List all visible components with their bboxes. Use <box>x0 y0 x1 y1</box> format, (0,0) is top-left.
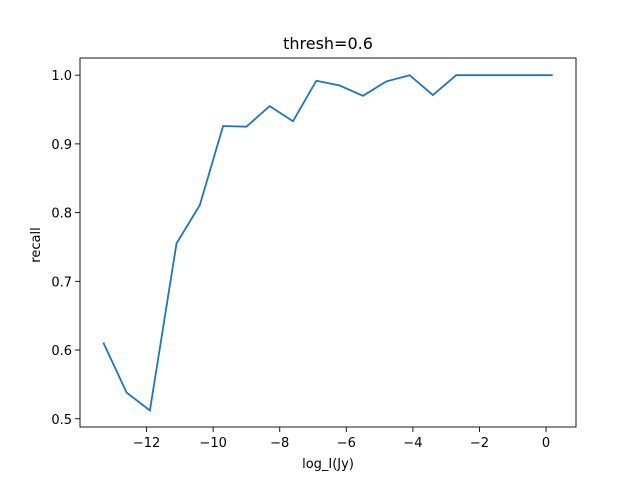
x-tick-label: −12 <box>133 436 160 451</box>
x-tick-label: −8 <box>270 436 289 451</box>
y-axis: 0.5 0.6 0.7 0.8 0.9 1.0 <box>51 69 80 428</box>
x-tick-label: −2 <box>470 436 489 451</box>
axes-frame <box>79 57 577 428</box>
y-tick-label: 0.8 <box>51 207 72 222</box>
x-tick-label: −6 <box>337 436 356 451</box>
x-tick-label: 0 <box>542 436 550 451</box>
y-tick-label: 0.7 <box>51 275 72 290</box>
y-tick-label: 0.6 <box>51 344 72 359</box>
chart-title: thresh=0.6 <box>283 34 373 53</box>
y-tick-label: 1.0 <box>51 69 72 84</box>
y-axis-label: recall <box>29 227 44 262</box>
x-tick-label: −4 <box>403 436 422 451</box>
series-line <box>102 74 553 413</box>
x-axis-label: log_I(Jy) <box>302 457 354 472</box>
y-tick-label: 0.9 <box>51 138 72 153</box>
x-tick-label: −10 <box>199 436 226 451</box>
x-axis: −12 −10 −8 −6 −4 −2 0 <box>133 427 550 451</box>
y-tick-label: 0.5 <box>51 413 72 428</box>
